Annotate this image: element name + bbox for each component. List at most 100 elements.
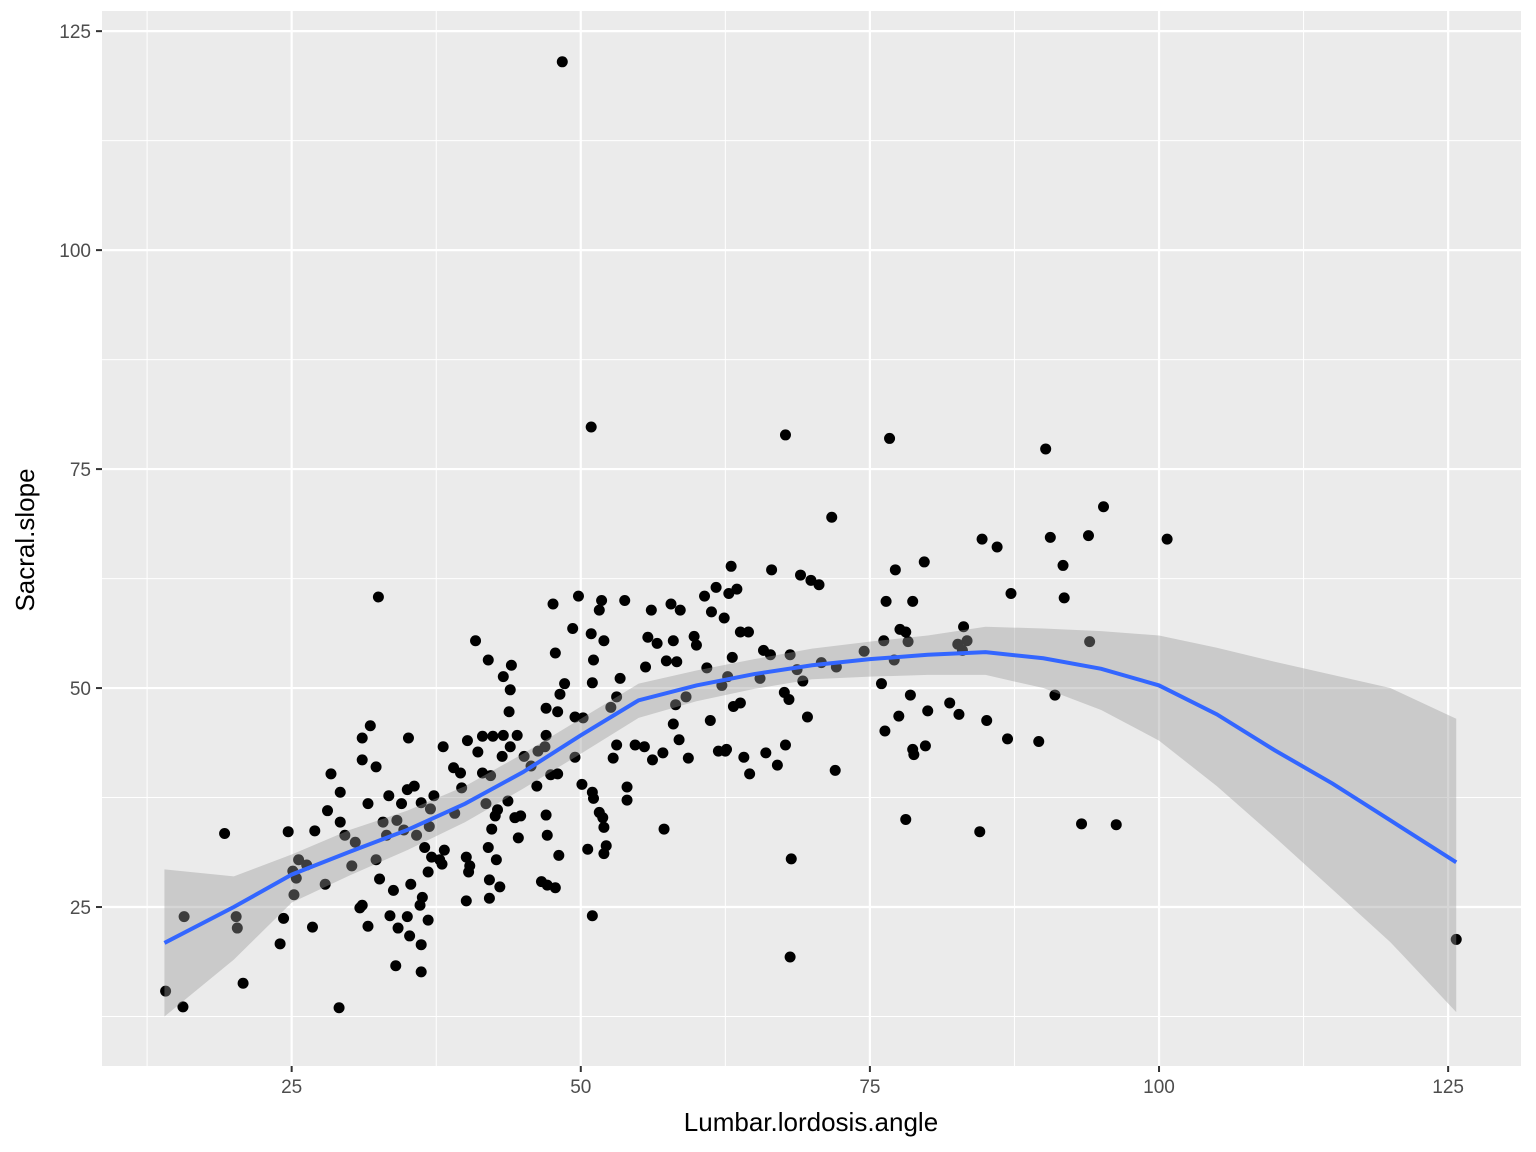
point	[858, 645, 870, 657]
point	[231, 922, 243, 934]
point	[754, 672, 766, 684]
point	[541, 829, 553, 841]
point	[598, 635, 610, 647]
point	[657, 747, 669, 759]
point	[974, 826, 986, 838]
point	[405, 878, 417, 890]
confidence-band	[164, 626, 1457, 1017]
point	[1082, 530, 1094, 542]
point	[961, 635, 973, 647]
point	[362, 920, 374, 932]
point	[370, 761, 382, 773]
point	[880, 595, 892, 607]
point	[487, 730, 499, 742]
point	[638, 741, 650, 753]
point	[690, 639, 702, 651]
point	[437, 741, 449, 753]
point	[391, 814, 403, 826]
point	[586, 677, 598, 689]
point	[725, 560, 737, 572]
point	[482, 841, 494, 853]
point	[944, 697, 956, 709]
point	[1110, 819, 1122, 831]
point	[334, 816, 346, 828]
point	[577, 712, 589, 724]
point	[1161, 533, 1173, 545]
point	[464, 860, 476, 872]
point	[611, 739, 623, 751]
point	[470, 635, 482, 647]
point	[665, 598, 677, 610]
point	[680, 691, 692, 703]
point	[629, 739, 641, 751]
point	[505, 659, 517, 671]
point	[738, 751, 750, 763]
point	[402, 732, 414, 744]
point	[383, 790, 395, 802]
point	[723, 587, 735, 599]
y-tick-label: 100	[59, 241, 91, 262]
point	[660, 655, 672, 667]
point	[875, 678, 887, 690]
point	[422, 914, 434, 926]
point	[605, 701, 617, 713]
point	[1040, 443, 1052, 455]
panel	[102, 11, 1521, 1066]
point	[455, 767, 467, 779]
point	[981, 714, 993, 726]
point	[1450, 933, 1462, 945]
point	[710, 581, 722, 593]
point	[282, 826, 294, 838]
smooth-line	[163, 650, 1458, 945]
point	[424, 803, 436, 815]
x-tick-label: 125	[1432, 1077, 1464, 1098]
point	[387, 884, 399, 896]
point	[585, 628, 597, 640]
point	[1005, 587, 1017, 599]
point	[415, 966, 427, 978]
point	[658, 823, 670, 835]
point	[953, 708, 965, 720]
point	[334, 786, 346, 798]
point	[688, 630, 700, 642]
point	[476, 730, 488, 742]
point	[902, 636, 914, 648]
point	[549, 882, 561, 894]
point	[460, 851, 472, 863]
point	[547, 598, 559, 610]
point	[556, 56, 568, 68]
point	[611, 691, 623, 703]
point	[492, 804, 504, 816]
point	[1098, 501, 1110, 513]
point	[718, 612, 730, 624]
point	[423, 820, 435, 832]
point	[572, 590, 584, 602]
point	[889, 564, 901, 576]
point	[485, 770, 497, 782]
point	[667, 718, 679, 730]
y-tick-label: 50	[70, 679, 91, 700]
point	[991, 541, 1003, 553]
point	[539, 741, 551, 753]
point	[682, 752, 694, 764]
point	[597, 812, 609, 824]
point	[461, 735, 473, 747]
point	[419, 841, 431, 853]
point	[554, 688, 566, 700]
point	[771, 759, 783, 771]
point	[356, 899, 368, 911]
point	[760, 747, 772, 759]
point	[976, 533, 988, 545]
point	[288, 889, 300, 901]
point	[370, 854, 382, 866]
point	[422, 866, 434, 878]
point	[588, 654, 600, 666]
point	[596, 594, 608, 606]
point	[958, 621, 970, 633]
point	[826, 511, 838, 523]
point	[785, 853, 797, 865]
point	[813, 579, 825, 591]
point	[784, 951, 796, 963]
point	[237, 977, 249, 989]
